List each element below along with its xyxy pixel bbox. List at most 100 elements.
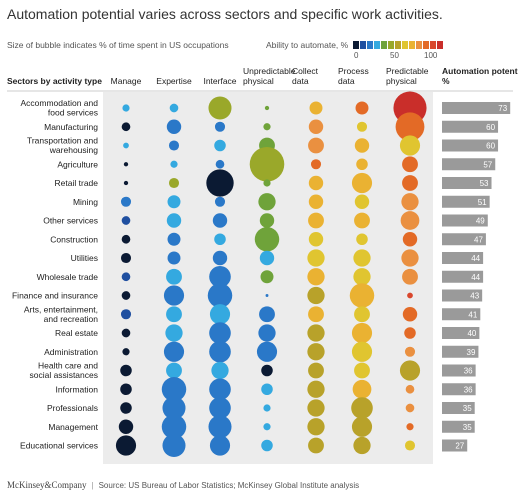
bubble [120,309,132,320]
bubble [308,175,324,191]
bubble [121,234,131,244]
bubble [209,340,231,363]
bubble-chart: Sectors by activity type Manage Expertise I… [7,66,518,464]
bubble [260,270,274,284]
bubble [120,196,132,207]
bubble [207,283,233,308]
color-scale-swatch [360,41,366,49]
total-value: 35 [463,423,472,432]
row-header: Sectors by activity type [7,76,102,86]
column-header: Process data [338,66,369,86]
sector-label: Retail trade [55,178,99,188]
total-value: 40 [467,329,476,338]
sector-label: Information [55,384,98,394]
bubble [354,138,370,153]
total-bar [442,139,499,152]
total-value: 60 [486,142,495,151]
bubble [122,348,130,356]
column-header: Interface [203,76,236,86]
bubble [402,232,418,247]
bubble [407,292,413,299]
total-value: 44 [471,273,480,282]
bubble [214,139,226,152]
sector-label: Other services [43,216,98,226]
bubble [214,121,226,132]
bubble [121,328,131,338]
bubble [122,104,130,112]
bubble [404,346,416,357]
bubble [401,193,419,211]
bubble [307,380,325,398]
bubble [399,360,421,381]
chart-subtitle: Size of bubble indicates % of time spent… [7,40,229,50]
bubble [161,414,187,439]
total-bar [442,177,492,189]
bubble [166,362,182,379]
bubble [259,250,275,266]
sector-label: Arts, entertainment, and recreation [24,304,98,324]
bubble [308,212,324,229]
bubble [163,341,185,362]
total-value: 49 [476,217,485,226]
bubble [307,343,325,361]
bubble [307,286,325,305]
bubble [166,306,182,323]
bubble [209,322,231,344]
source-note: Source: US Bureau of Labor Statistics; M… [98,481,360,490]
bubble [307,268,325,286]
total-value: 44 [471,254,480,263]
bubble [349,283,375,308]
bubble [168,140,180,151]
total-value: 36 [464,385,473,394]
bubble [261,383,273,396]
bubble [165,324,183,342]
bubble [115,435,137,456]
total-bar [442,158,496,171]
bubble [352,379,372,399]
footer: McKinsey&Company | Source: US Bureau of La… [7,480,359,490]
bubble [118,419,134,434]
bubble [263,423,271,431]
sector-label: Accommodation and food services [21,98,99,118]
bubble [354,194,370,209]
column-header: Collect data [292,66,319,86]
bubble [309,101,323,115]
bubble [399,135,421,156]
total-value: 47 [474,235,483,244]
sector-label: Professionals [47,403,98,413]
bubble [405,384,415,394]
bubble [212,250,228,266]
color-scale-label: Ability to automate, % [266,40,349,50]
total-bar [442,439,468,452]
bubble [167,232,181,246]
bubble [402,307,418,322]
bubble [208,415,232,439]
bubble [120,252,132,264]
total-bar [442,308,481,321]
bubble [354,212,370,229]
bubble [162,433,186,458]
sector-label: Wholesale trade [37,272,99,282]
sector-label: Transportation and warehousing [27,136,98,156]
bubble [120,402,132,414]
bubble [308,194,324,209]
bubble [249,146,285,182]
bubble [395,112,425,142]
bubble [261,364,273,377]
column-header: Manage [111,76,142,86]
sector-label: Administration [44,347,98,357]
total-bar [442,102,511,114]
bubble [211,361,229,380]
bubble [121,216,131,225]
bubble [123,142,129,149]
bubble [259,213,275,228]
color-scale-swatch [402,41,408,49]
color-scale-swatch [353,41,359,49]
footer-separator: | [91,481,94,490]
column-header: Predictable physical [386,66,429,86]
total-bar [442,383,476,396]
color-scale-tick-100: 100 [424,51,438,60]
total-header: Automation potential,% [442,66,518,86]
total-value: 73 [498,104,507,113]
bubble [214,233,226,246]
